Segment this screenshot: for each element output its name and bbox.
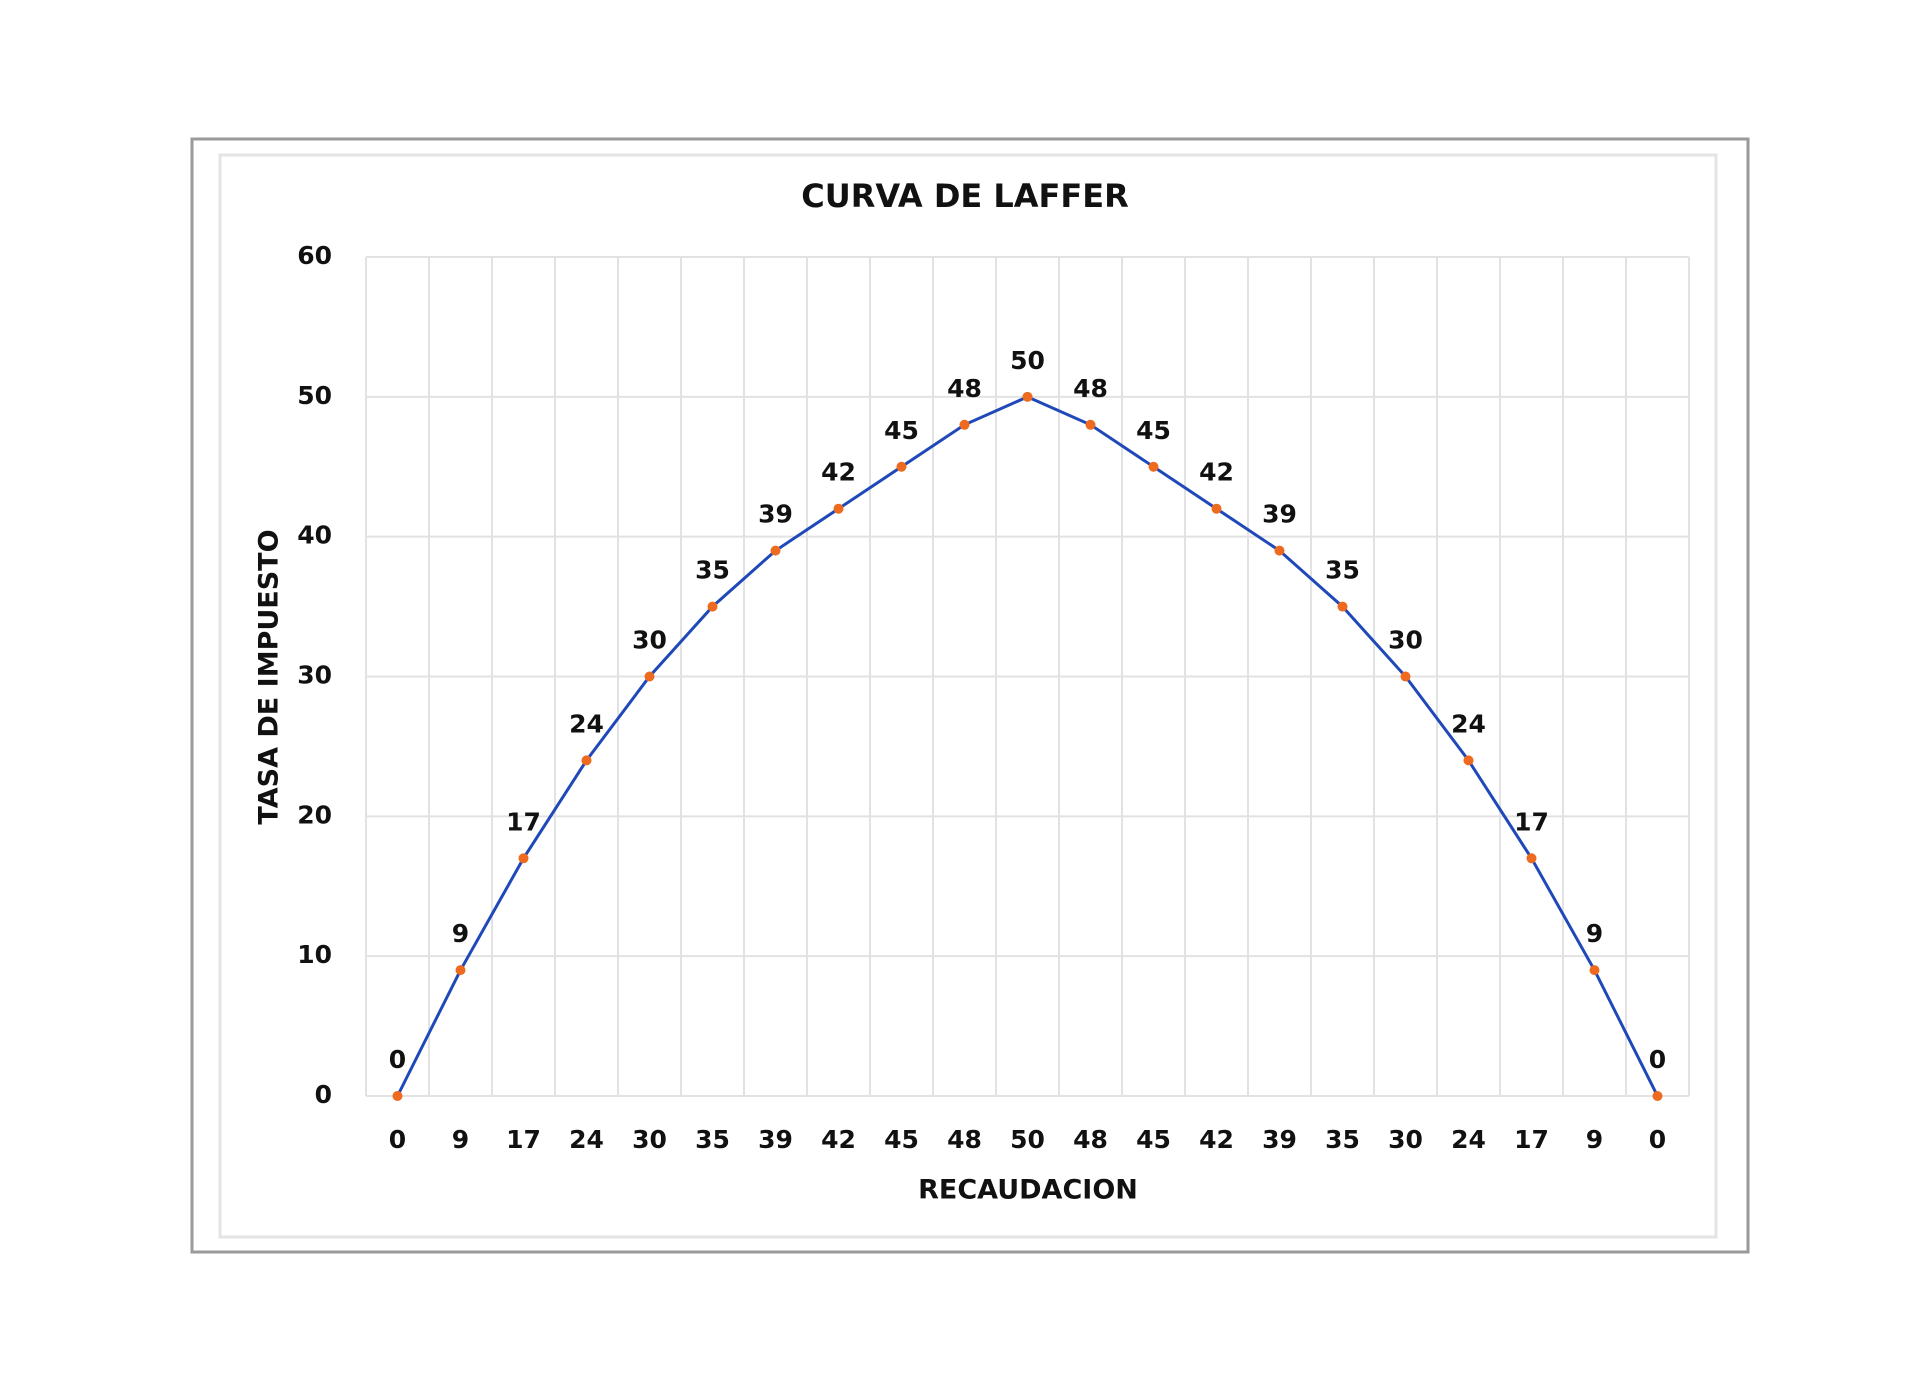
y-tick-label: 0	[315, 1080, 332, 1109]
x-tick-label: 35	[1325, 1125, 1360, 1154]
x-tick-label: 9	[1586, 1125, 1603, 1154]
x-tick-label: 24	[1451, 1125, 1486, 1154]
y-tick-label: 60	[297, 241, 332, 270]
y-tick-label: 10	[297, 940, 332, 969]
data-point	[1400, 671, 1411, 682]
x-tick-label: 39	[758, 1125, 793, 1154]
x-tick-label: 48	[1073, 1125, 1108, 1154]
data-label: 50	[1010, 346, 1045, 375]
x-axis-label: RECAUDACION	[918, 1175, 1138, 1206]
data-point	[1085, 419, 1096, 430]
y-tick-label: 30	[297, 661, 332, 690]
data-point	[1211, 503, 1222, 514]
data-point	[770, 545, 781, 556]
data-point	[896, 461, 907, 472]
data-point	[833, 503, 844, 514]
x-tick-label: 0	[1649, 1125, 1666, 1154]
chart-title: CURVA DE LAFFER	[801, 177, 1129, 215]
data-label: 24	[1451, 709, 1486, 738]
x-tick-label: 17	[506, 1125, 541, 1154]
data-point	[959, 419, 970, 430]
data-point	[1652, 1091, 1663, 1101]
data-label: 17	[1514, 807, 1549, 836]
data-label: 45	[884, 416, 919, 445]
data-label: 48	[1073, 374, 1108, 403]
x-tick-label: 45	[1136, 1125, 1171, 1154]
data-label: 35	[695, 556, 730, 585]
data-point	[707, 601, 718, 612]
data-point	[1337, 601, 1348, 612]
data-point	[581, 755, 592, 766]
x-tick-label: 50	[1010, 1125, 1045, 1154]
x-tick-label: 9	[452, 1125, 469, 1154]
data-label: 17	[506, 807, 541, 836]
data-label: 45	[1136, 416, 1171, 445]
data-point	[1022, 391, 1033, 402]
y-tick-label: 40	[297, 521, 332, 550]
x-tick-label: 35	[695, 1125, 730, 1154]
x-tick-label: 24	[569, 1125, 604, 1154]
data-label: 0	[389, 1045, 406, 1074]
y-tick-label: 50	[297, 381, 332, 410]
data-label: 30	[1388, 626, 1423, 655]
plot-frame	[218, 153, 1718, 1239]
x-tick-label: 30	[1388, 1125, 1423, 1154]
data-label: 39	[758, 500, 793, 529]
data-point	[644, 671, 655, 682]
x-tick-label: 39	[1262, 1125, 1297, 1154]
data-point	[518, 853, 529, 864]
x-tick-label: 17	[1514, 1125, 1549, 1154]
data-label: 24	[569, 709, 604, 738]
x-tick-label: 42	[1199, 1125, 1234, 1154]
x-tick-label: 48	[947, 1125, 982, 1154]
data-label: 48	[947, 374, 982, 403]
data-point	[1463, 755, 1474, 766]
x-tick-label: 0	[389, 1125, 406, 1154]
data-label: 35	[1325, 556, 1360, 585]
data-label: 9	[452, 919, 469, 948]
data-point	[1274, 545, 1285, 556]
y-tick-label: 20	[297, 800, 332, 829]
data-label: 42	[1199, 458, 1234, 487]
data-point	[1148, 461, 1159, 472]
data-label: 30	[632, 626, 667, 655]
x-tick-label: 30	[632, 1125, 667, 1154]
data-point	[1526, 853, 1537, 864]
y-axis-label: TASA DE IMPUESTO	[254, 529, 285, 824]
data-point	[455, 965, 466, 976]
data-label: 0	[1649, 1045, 1666, 1074]
data-point	[1589, 965, 1600, 976]
data-label: 39	[1262, 500, 1297, 529]
data-point	[392, 1091, 403, 1101]
x-tick-label: 45	[884, 1125, 919, 1154]
data-label: 42	[821, 458, 856, 487]
data-label: 9	[1586, 919, 1603, 948]
x-tick-label: 42	[821, 1125, 856, 1154]
